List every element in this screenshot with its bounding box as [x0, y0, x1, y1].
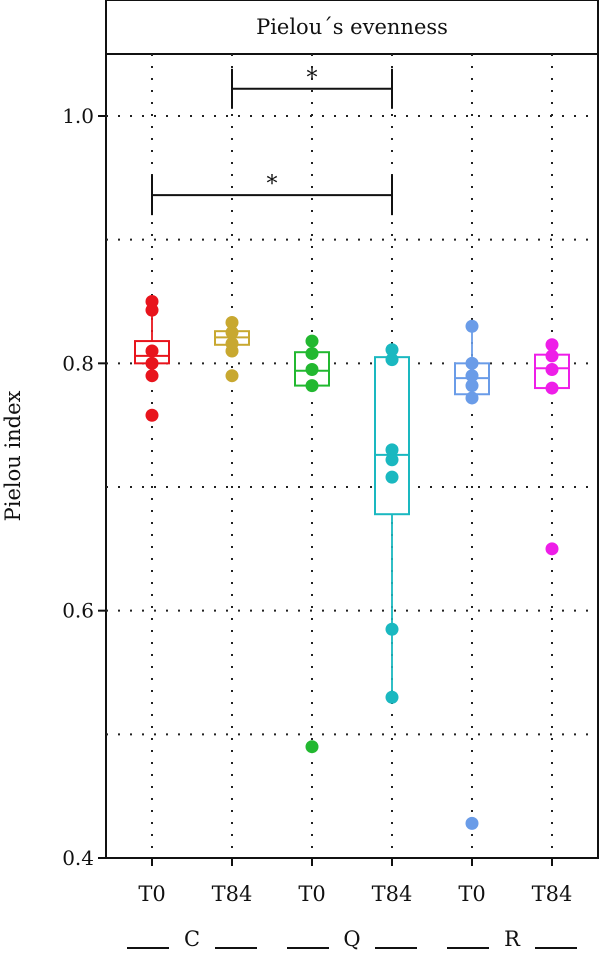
data-point: [386, 623, 399, 636]
data-point: [466, 357, 479, 370]
significance-label: *: [267, 172, 278, 197]
data-point: [386, 691, 399, 704]
data-point: [466, 379, 479, 392]
data-point: [306, 363, 319, 376]
x-tick-label: T0: [458, 882, 485, 906]
data-point: [226, 344, 239, 357]
data-point: [306, 347, 319, 360]
data-point: [546, 542, 559, 555]
data-point: [386, 453, 399, 466]
y-axis-title: Pielou index: [1, 390, 25, 521]
group-label: C: [184, 927, 200, 951]
significance-label: *: [307, 66, 318, 91]
data-point: [226, 326, 239, 339]
x-tick-label: T0: [138, 882, 165, 906]
plot-panel: [106, 54, 598, 858]
y-tick-label: 0.6: [62, 599, 94, 623]
data-point: [226, 369, 239, 382]
data-point: [146, 369, 159, 382]
chart-title: Pielou´s evenness: [256, 15, 448, 39]
data-point: [146, 304, 159, 317]
x-tick-label: T84: [372, 882, 413, 906]
data-point: [466, 817, 479, 830]
data-point: [546, 338, 559, 351]
y-tick-label: 1.0: [62, 104, 94, 128]
data-point: [306, 379, 319, 392]
data-point: [386, 471, 399, 484]
data-point: [546, 363, 559, 376]
y-tick-label: 0.4: [62, 846, 94, 870]
x-tick-label: T84: [532, 882, 573, 906]
data-point: [306, 740, 319, 753]
data-point: [466, 391, 479, 404]
iqr-box: [375, 357, 409, 514]
x-tick-label: T84: [212, 882, 253, 906]
x-tick-label: T0: [298, 882, 325, 906]
data-point: [546, 382, 559, 395]
pielou-evenness-chart: Pielou´s evenness * * 0.4 0.6 0.8 1.0 T0 T84 T0…: [0, 0, 600, 956]
data-point: [146, 409, 159, 422]
data-point: [466, 320, 479, 333]
group-label: Q: [343, 927, 360, 951]
data-point: [306, 335, 319, 348]
data-point: [386, 353, 399, 366]
data-point: [146, 357, 159, 370]
y-tick-label: 0.8: [62, 351, 94, 375]
data-point: [146, 344, 159, 357]
data-point: [546, 349, 559, 362]
group-label: R: [504, 927, 521, 951]
